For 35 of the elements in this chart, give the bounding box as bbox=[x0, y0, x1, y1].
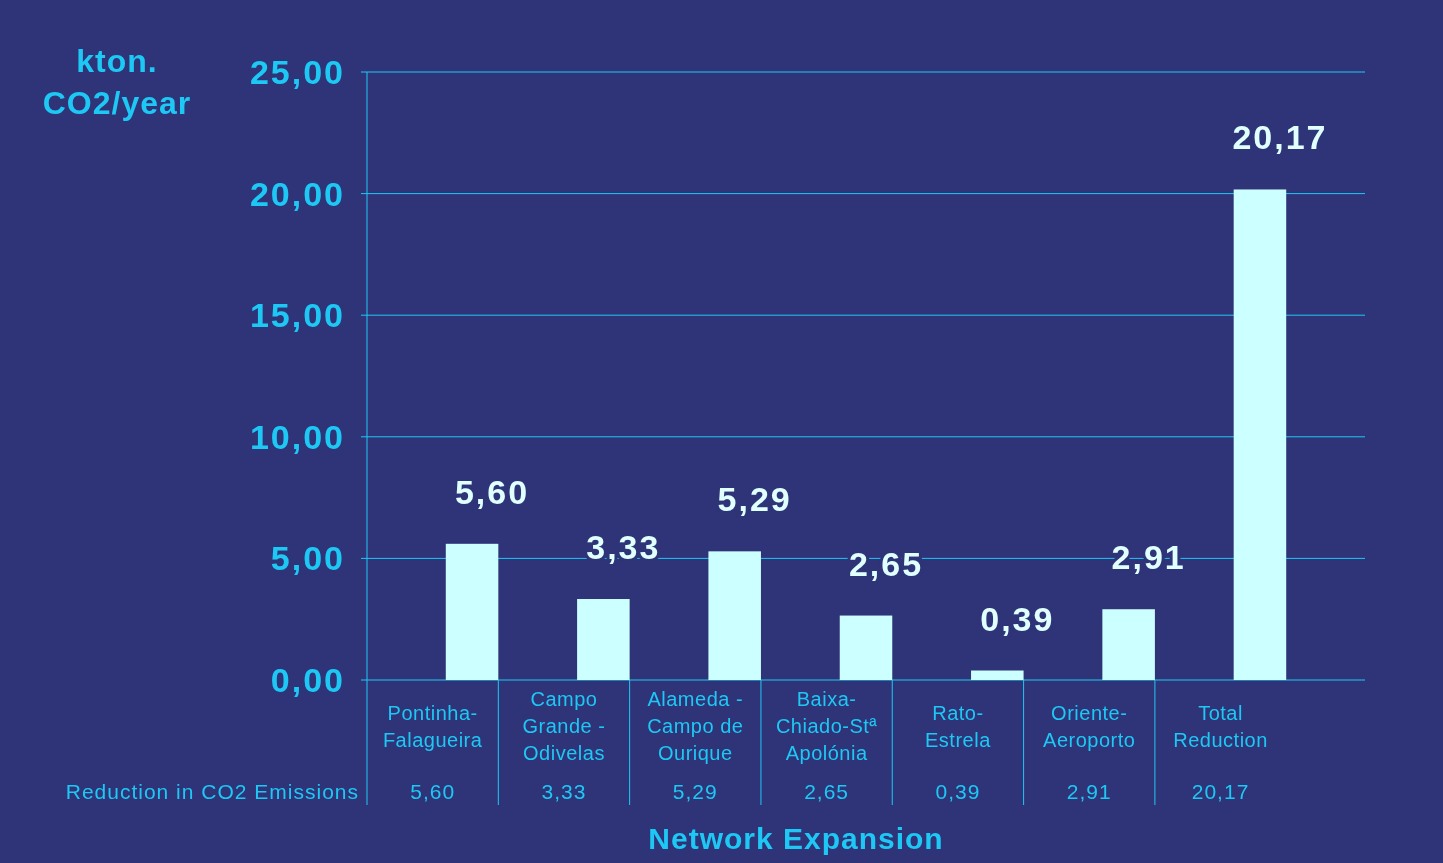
y-tick-label: 15,00 bbox=[249, 296, 345, 335]
x-tick-label: Pontinha-Falagueira bbox=[382, 701, 483, 751]
x-tick-label: Baixa-Chiado-Stª Apolónia bbox=[775, 688, 878, 764]
x-axis-title: Network Expansion bbox=[648, 821, 944, 855]
text: Reduction in CO2 Emissions bbox=[65, 780, 359, 804]
data-label: 5,60 bbox=[410, 780, 456, 804]
bar bbox=[839, 615, 893, 680]
text: 0,39 bbox=[980, 599, 1055, 638]
bar bbox=[971, 670, 1024, 680]
y-tick-label: 20,00 bbox=[249, 174, 345, 213]
y-tick-label: 25,00 bbox=[249, 52, 345, 91]
text: 5,29 bbox=[717, 480, 792, 519]
x-tick-label: Oriente-Aeroporto bbox=[1043, 701, 1136, 751]
y-tick-label: 0,00 bbox=[270, 660, 345, 699]
data-label: 0,39 bbox=[935, 780, 981, 804]
text: 3,33 bbox=[586, 528, 661, 567]
x-tick-label: Alameda - Campo de Ourique bbox=[647, 688, 744, 764]
bar bbox=[577, 599, 630, 680]
y-tick-label: 5,00 bbox=[270, 539, 345, 578]
bar bbox=[1102, 609, 1155, 680]
data-label: 3,33 bbox=[541, 780, 587, 804]
bar bbox=[445, 543, 499, 680]
x-tick-label: Rato-Estrela bbox=[925, 701, 992, 751]
y-tick-label: 10,00 bbox=[249, 417, 345, 456]
data-label: 5,29 bbox=[672, 780, 718, 804]
bar bbox=[1233, 189, 1287, 680]
data-label: 2,91 bbox=[1066, 780, 1112, 804]
x-tick-label: Total Reduction bbox=[1173, 701, 1268, 751]
x-tick-label: Campo Grande - Odivelas bbox=[522, 688, 606, 764]
bar bbox=[708, 551, 761, 680]
data-label: 2,65 bbox=[804, 780, 850, 804]
text: 5,60 bbox=[454, 472, 530, 511]
text: 20,17 bbox=[1232, 118, 1328, 157]
data-label: 20,17 bbox=[1191, 780, 1250, 804]
y-axis-title: kton. CO2/year bbox=[42, 43, 192, 121]
